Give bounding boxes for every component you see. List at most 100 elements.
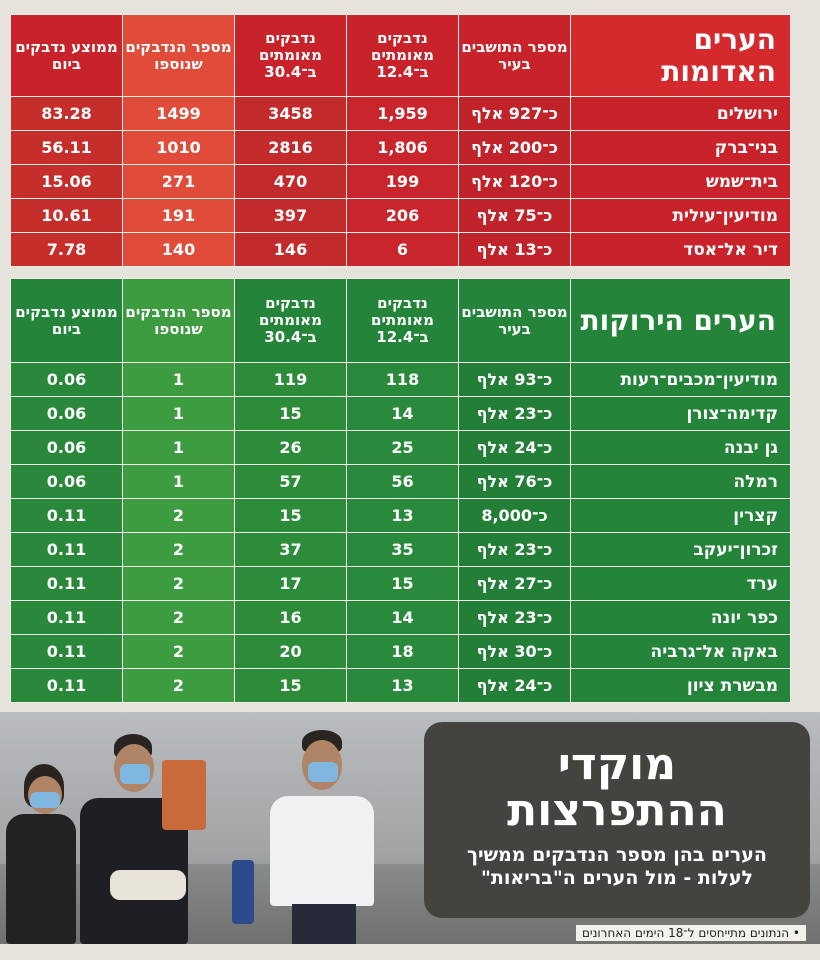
- daily-average-cell: 0.11: [10, 634, 123, 669]
- header-population: מספר התושבים בעיר: [458, 14, 571, 97]
- header-added: מספר הנדבקים שנוספו: [122, 278, 235, 363]
- population-cell: כ־120 אלף: [458, 164, 571, 199]
- confirmed-30-4-cell: 397: [234, 198, 347, 233]
- confirmed-12-4-cell: 14: [346, 396, 459, 431]
- city-name: זכרון־יעקב: [570, 532, 791, 567]
- confirmed-12-4-cell: 6: [346, 232, 459, 267]
- confirmed-12-4-cell: 25: [346, 430, 459, 465]
- table-row: מודיעין־מכבים־רעות כ־93 אלף 118 119 1 0.06: [10, 362, 791, 397]
- confirmed-30-4-cell: 16: [234, 600, 347, 635]
- header-daily-average: ממוצע נדבקים ביום: [10, 14, 123, 97]
- population-cell: כ־76 אלף: [458, 464, 571, 499]
- daily-average-cell: 0.11: [10, 532, 123, 567]
- daily-average-cell: 0.06: [10, 430, 123, 465]
- city-name: גן יבנה: [570, 430, 791, 465]
- city-name: קצרין: [570, 498, 791, 533]
- city-name: באקה אל־גרביה: [570, 634, 791, 669]
- daily-average-cell: 15.06: [10, 164, 123, 199]
- table-row: קדימה־צורן כ־23 אלף 14 15 1 0.06: [10, 396, 791, 431]
- headline-subtitle: הערים בהן מספר הנדבקים ממשיך לעלות - מול…: [467, 844, 767, 889]
- confirmed-12-4-cell: 15: [346, 566, 459, 601]
- red-cities-table: הערים האדומות מספר התושבים בעיר נדבקים מ…: [10, 14, 791, 267]
- red-table-title: הערים האדומות: [570, 14, 791, 97]
- headline-line-2: ההתפרצות: [507, 785, 727, 836]
- city-name: ערד: [570, 566, 791, 601]
- headline-callout: מוקדי ההתפרצות הערים בהן מספר הנדבקים ממ…: [424, 722, 810, 918]
- header-confirmed-12-4: נדבקים מאומתים ב־12.4: [346, 14, 459, 97]
- table-row: ערד כ־27 אלף 15 17 2 0.11: [10, 566, 791, 601]
- confirmed-12-4-cell: 13: [346, 498, 459, 533]
- confirmed-12-4-cell: 35: [346, 532, 459, 567]
- table-row: ירושלים כ־927 אלף 1,959 3458 1499 83.28: [10, 96, 791, 131]
- green-table-title: הערים הירוקות: [570, 278, 791, 363]
- confirmed-30-4-cell: 26: [234, 430, 347, 465]
- daily-average-cell: 0.11: [10, 600, 123, 635]
- population-cell: כ־24 אלף: [458, 668, 571, 703]
- population-cell: כ־27 אלף: [458, 566, 571, 601]
- table-row: זכרון־יעקב כ־23 אלף 35 37 2 0.11: [10, 532, 791, 567]
- daily-average-cell: 0.06: [10, 396, 123, 431]
- city-name: בני־ברק: [570, 130, 791, 165]
- population-cell: כ־30 אלף: [458, 634, 571, 669]
- header-confirmed-12-4: נדבקים מאומתים ב־12.4: [346, 278, 459, 363]
- added-cases-cell: 1499: [122, 96, 235, 131]
- city-name: כפר יונה: [570, 600, 791, 635]
- confirmed-30-4-cell: 17: [234, 566, 347, 601]
- table-row: באקה אל־גרביה כ־30 אלף 18 20 2 0.11: [10, 634, 791, 669]
- confirmed-12-4-cell: 206: [346, 198, 459, 233]
- city-name: מבשרת ציון: [570, 668, 791, 703]
- confirmed-30-4-cell: 57: [234, 464, 347, 499]
- footnote: • הנתונים מתייחסים ל־18 הימים האחרונים: [575, 925, 806, 941]
- confirmed-30-4-cell: 146: [234, 232, 347, 267]
- city-name: קדימה־צורן: [570, 396, 791, 431]
- added-cases-cell: 1010: [122, 130, 235, 165]
- confirmed-30-4-cell: 15: [234, 396, 347, 431]
- table-row: מבשרת ציון כ־24 אלף 13 15 2 0.11: [10, 668, 791, 703]
- added-cases-cell: 2: [122, 600, 235, 635]
- city-name: מודיעין־מכבים־רעות: [570, 362, 791, 397]
- table-row: כפר יונה כ־23 אלף 14 16 2 0.11: [10, 600, 791, 635]
- green-cities-table: הערים הירוקות מספר התושבים בעיר נדבקים מ…: [10, 278, 791, 703]
- city-name: ירושלים: [570, 96, 791, 131]
- city-name: בית־שמש: [570, 164, 791, 199]
- population-cell: כ־93 אלף: [458, 362, 571, 397]
- city-name: רמלה: [570, 464, 791, 499]
- population-cell: כ־23 אלף: [458, 532, 571, 567]
- added-cases-cell: 1: [122, 362, 235, 397]
- daily-average-cell: 56.11: [10, 130, 123, 165]
- added-cases-cell: 191: [122, 198, 235, 233]
- confirmed-30-4-cell: 470: [234, 164, 347, 199]
- confirmed-30-4-cell: 119: [234, 362, 347, 397]
- confirmed-12-4-cell: 13: [346, 668, 459, 703]
- confirmed-12-4-cell: 1,806: [346, 130, 459, 165]
- table-row: דיר אל־אסד כ־13 אלף 6 146 140 7.78: [10, 232, 791, 267]
- table-row: קצרין כ־8,000 13 15 2 0.11: [10, 498, 791, 533]
- added-cases-cell: 1: [122, 464, 235, 499]
- header-added: מספר הנדבקים שנוספו: [122, 14, 235, 97]
- daily-average-cell: 0.06: [10, 464, 123, 499]
- daily-average-cell: 0.11: [10, 498, 123, 533]
- confirmed-30-4-cell: 2816: [234, 130, 347, 165]
- header-confirmed-30-4: נדבקים מאומתים ב־30.4: [234, 14, 347, 97]
- confirmed-30-4-cell: 15: [234, 498, 347, 533]
- population-cell: כ־23 אלף: [458, 396, 571, 431]
- added-cases-cell: 2: [122, 566, 235, 601]
- headline-line-1: מוקדי: [557, 739, 677, 790]
- photo-person-man-white-shirt: [262, 726, 382, 944]
- daily-average-cell: 0.11: [10, 668, 123, 703]
- confirmed-12-4-cell: 1,959: [346, 96, 459, 131]
- added-cases-cell: 2: [122, 498, 235, 533]
- confirmed-12-4-cell: 56: [346, 464, 459, 499]
- population-cell: כ־200 אלף: [458, 130, 571, 165]
- header-confirmed-30-4: נדבקים מאומתים ב־30.4: [234, 278, 347, 363]
- header-population: מספר התושבים בעיר: [458, 278, 571, 363]
- added-cases-cell: 1: [122, 396, 235, 431]
- photo-booth: [162, 760, 206, 830]
- added-cases-cell: 2: [122, 532, 235, 567]
- population-cell: כ־13 אלף: [458, 232, 571, 267]
- confirmed-30-4-cell: 37: [234, 532, 347, 567]
- population-cell: כ־8,000: [458, 498, 571, 533]
- confirmed-12-4-cell: 118: [346, 362, 459, 397]
- added-cases-cell: 2: [122, 634, 235, 669]
